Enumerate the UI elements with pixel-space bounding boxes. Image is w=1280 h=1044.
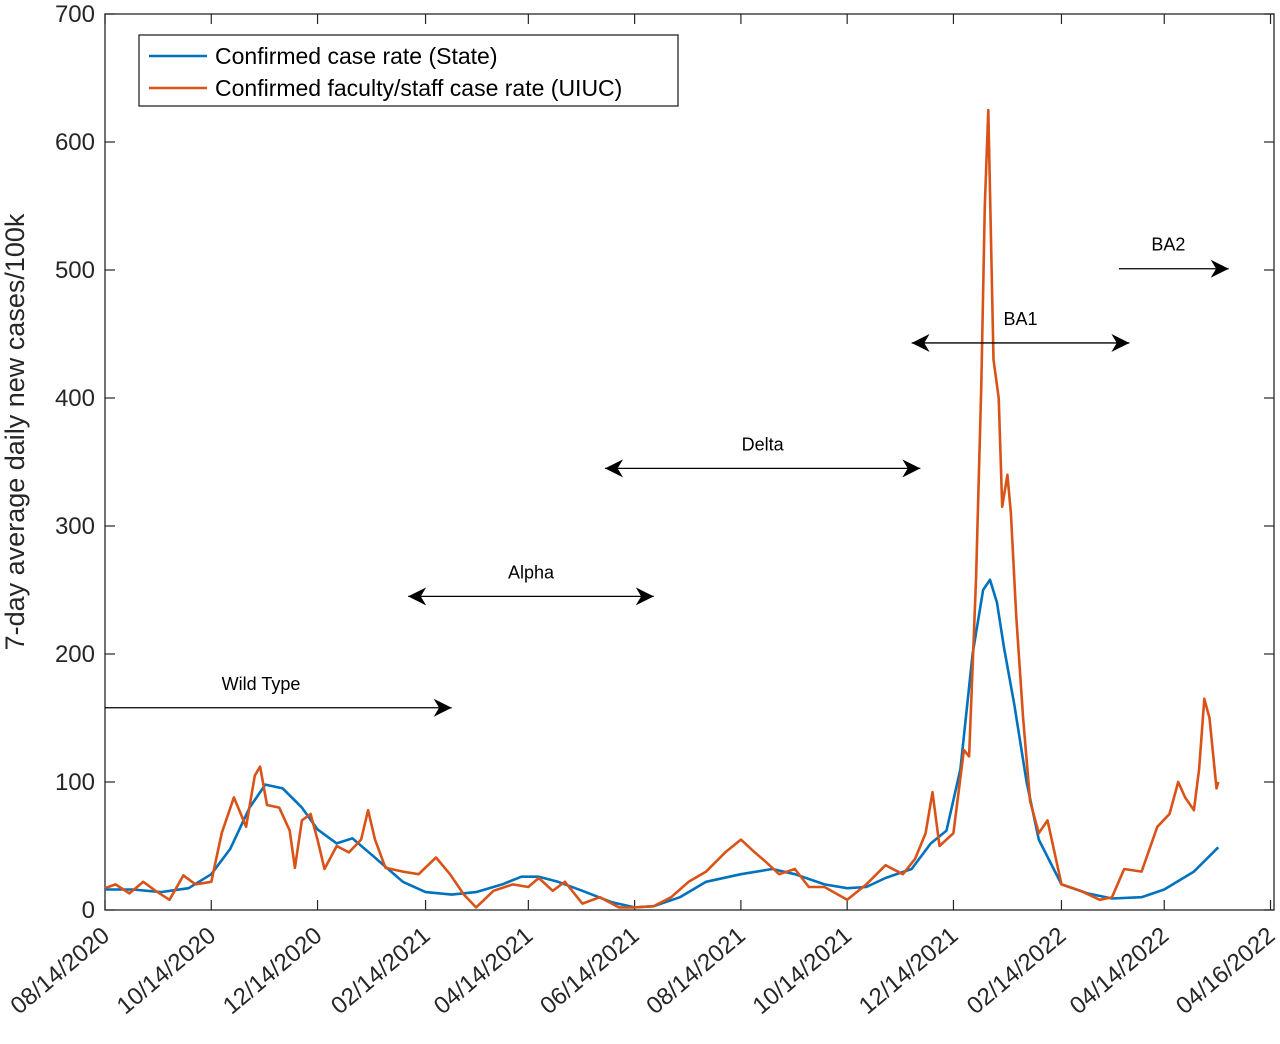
annotation-label-ba2: BA2	[1151, 235, 1185, 255]
x-tick-label: 12/14/2021	[854, 922, 963, 1020]
y-tick-label: 400	[55, 385, 95, 412]
y-tick-label: 300	[55, 513, 95, 540]
y-tick-label: 200	[55, 641, 95, 668]
x-tick-label: 12/14/2020	[218, 922, 327, 1020]
annotation-label-delta: Delta	[742, 434, 785, 454]
x-tick-label: 10/14/2021	[748, 922, 857, 1020]
annotation-layer: Wild Type Alpha Delta BA1 BA2	[105, 235, 1229, 717]
x-tick-label: 04/16/2022	[1171, 922, 1280, 1020]
legend-box	[138, 34, 679, 107]
x-tick-label: 06/14/2021	[535, 922, 644, 1020]
legend-label: Confirmed case rate (State)	[215, 43, 498, 69]
legend-label: Confirmed faculty/staff case rate (UIUC)	[215, 75, 622, 101]
y-axis-label: 7-day average daily new cases/100k	[0, 213, 30, 650]
x-tick-label: 02/14/2021	[326, 922, 435, 1020]
legend: Confirmed case rate (State) Confirmed fac…	[138, 34, 679, 107]
y-tick-label: 500	[55, 257, 95, 284]
x-tick-label: 08/14/2020	[5, 922, 114, 1020]
plot-area: 010020030040050060070008/14/202010/14/20…	[5, 1, 1280, 1020]
x-tick-label: 04/14/2021	[429, 922, 538, 1020]
plot-frame	[104, 13, 1275, 911]
annotation-label-alpha: Alpha	[508, 562, 555, 582]
y-tick-label: 700	[55, 1, 95, 28]
x-tick-label: 04/14/2022	[1065, 922, 1174, 1020]
series-line-state	[105, 578, 1220, 909]
series-line-uiuc	[104, 108, 1220, 909]
annotation-label-wild-type: Wild Type	[222, 674, 301, 694]
x-tick-label: 02/14/2022	[962, 922, 1071, 1020]
x-tick-label: 08/14/2021	[641, 922, 750, 1020]
y-tick-label: 100	[55, 769, 95, 796]
y-tick-label: 0	[82, 897, 95, 924]
series-layer	[104, 108, 1220, 909]
y-tick-label: 600	[55, 129, 95, 156]
x-tick-label: 10/14/2020	[112, 922, 221, 1020]
annotation-label-ba1: BA1	[1003, 309, 1037, 329]
